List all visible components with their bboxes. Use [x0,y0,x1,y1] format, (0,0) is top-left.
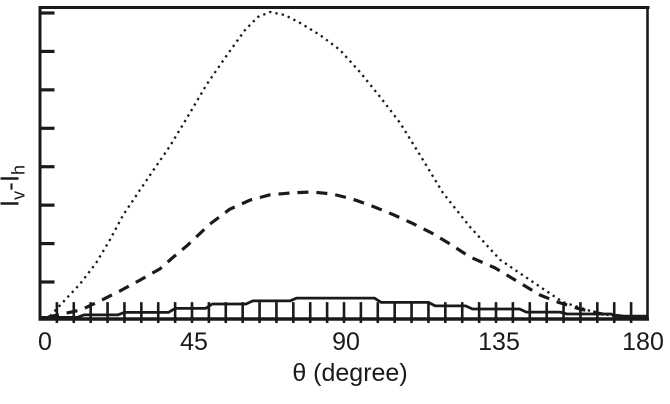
dotted-curve [49,10,618,319]
y-axis-label-base2: -I [0,174,25,191]
y-axis-label-sub1: v [8,190,29,200]
x-tick-label-45: 45 [180,328,208,356]
x-tick-label-180: 180 [622,328,664,356]
y-axis-label: Iv-Ih [0,165,32,207]
dashed-curve [47,190,623,319]
solid-hatched-curve [40,296,648,319]
x-tick-label-135: 135 [478,328,520,356]
y-axis-label-sub2: h [8,164,29,175]
x-axis-label: θ (degree) [292,359,408,387]
y-axis-label-base1: I [0,200,24,207]
x-tick-label-90: 90 [332,328,360,356]
x-tick-label-0: 0 [38,328,52,356]
